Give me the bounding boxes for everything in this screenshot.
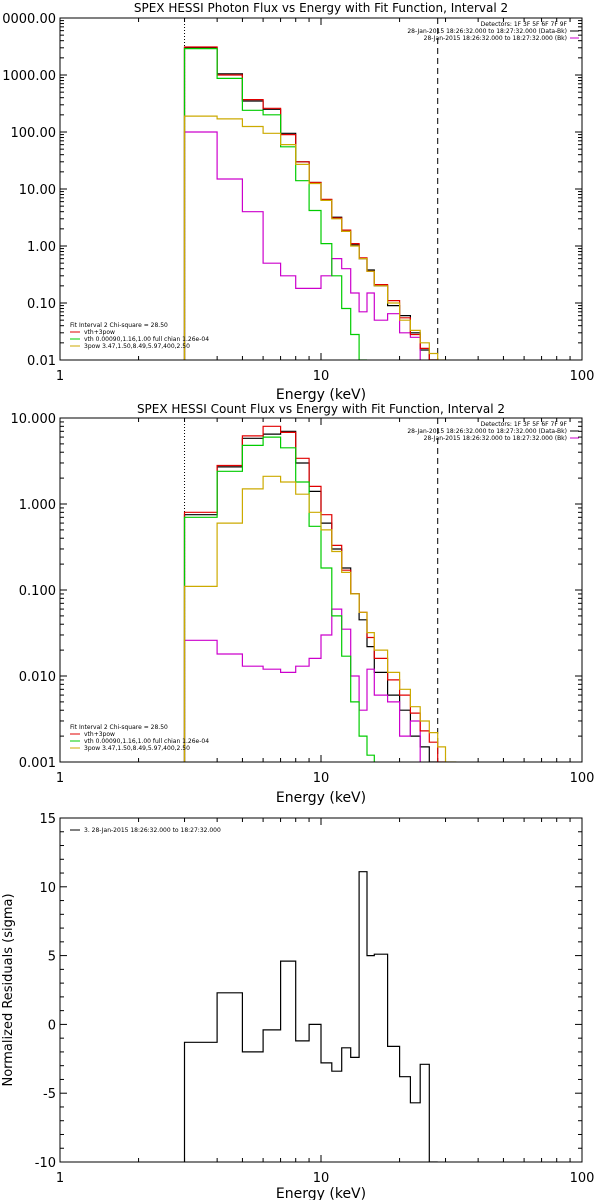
header-line: 28-Jan-2015 18:26:32.000 to 18:27:32.000… (424, 435, 567, 442)
plot-frame (59, 817, 583, 1163)
header-line: Detectors: 1F 3F 5F 6F 7F 9F (481, 421, 568, 428)
x-tick-label: 1 (56, 369, 64, 384)
y-tick-label: 0.10 (27, 297, 56, 312)
legend-entry: vth 0.00090,1.16,1.00 full chian 1.26e-0… (84, 738, 209, 745)
y-tick-label: 10.00 (19, 183, 56, 198)
series-vth (183, 48, 367, 360)
x-tick-label: 100 (570, 369, 595, 384)
y-tick-label: 100.00 (11, 126, 57, 141)
plot-frame (59, 17, 583, 361)
legend-entry: 3pow 3.47,1.50,8.49,5.97,400,2.50 (84, 745, 190, 752)
x-tick-label: 1 (56, 771, 64, 786)
plot-frame (59, 417, 583, 763)
series-3pow (183, 115, 446, 360)
y-tick-label: 0.01 (27, 354, 56, 369)
x-tick-label: 10 (313, 771, 330, 786)
series-3pow (183, 475, 457, 762)
series-group (183, 425, 457, 762)
x-axis-label: Energy (keV) (276, 790, 366, 806)
legend-entry: 3. 28-Jan-2015 18:26:32.000 to 18:27:32.… (84, 827, 221, 834)
y-tick-label: 1000.00 (2, 69, 56, 84)
x-tick-label: 10 (313, 369, 330, 384)
series-bk (183, 608, 421, 762)
chart-title: SPEX HESSI Photon Flux vs Energy with Fi… (134, 1, 508, 15)
y-tick-label: 0.001 (19, 756, 56, 771)
y-tick-label: 15 (39, 812, 56, 827)
header-line: 28-Jan-2015 18:26:32.000 to 18:27:32.000… (407, 28, 567, 35)
x-tick-label: 1 (56, 1171, 64, 1186)
chart-3: 1 10 100 -10 -5 0 5 10 15 Energy (keV) Normalized … (1, 812, 594, 1200)
y-tick-label: 1.00 (27, 240, 56, 255)
y-tick-label: 0.100 (19, 584, 56, 599)
x-tick-label: 100 (570, 1171, 595, 1186)
y-tick-label: 10 (39, 881, 56, 896)
series-3-28-jan-2015-18-26-32-000-to-18-27-32-000 (183, 871, 438, 1162)
y-tick-label: -10 (35, 1156, 56, 1171)
header-line: Detectors: 1F 3F 5F 6F 7F 9F (481, 21, 568, 28)
y-tick-label: 5 (48, 950, 56, 965)
header-line: 28-Jan-2015 18:26:32.000 to 18:27:32.000… (424, 35, 567, 42)
legend-entry: vth+3pow (84, 329, 115, 336)
series-vth-3pow (183, 425, 446, 762)
y-tick-label: -5 (43, 1087, 56, 1102)
y-tick-label: 1.000 (19, 498, 56, 513)
y-tick-label: 0 (48, 1018, 56, 1033)
legend-entry: 3pow 3.47,1.50,8.49,5.97,400,2.50 (84, 343, 190, 350)
legend-entry: vth 0.00090,1.16,1.00 full chian 1.26e-0… (84, 336, 209, 343)
x-axis-label: Energy (keV) (276, 1186, 366, 1200)
x-tick-label: 10 (313, 1171, 330, 1186)
legend-title: Fit Interval 2 Chi-square = 28.50 (70, 322, 168, 329)
legend-entry: vth+3pow (84, 731, 115, 738)
x-axis-label: Energy (keV) (276, 387, 366, 403)
y-axis-label: Normalized Residuals (sigma) (1, 893, 16, 1086)
chart-title: SPEX HESSI Count Flux vs Energy with Fit… (137, 402, 505, 416)
chart-1: SPEX HESSI Photon Flux vs Energy with Fi… (2, 1, 594, 403)
y-tick-label: 0000.00 (2, 12, 56, 27)
series-group (183, 871, 438, 1162)
series-group (183, 46, 446, 360)
series-vth (183, 436, 375, 762)
legend-title: Fit Interval 2 Chi-square = 28.50 (70, 724, 168, 731)
series-bk (183, 131, 421, 360)
y-tick-label: 0.010 (19, 670, 56, 685)
chart-2: SPEX HESSI Count Flux vs Energy with Fit… (11, 402, 595, 806)
header-line: 28-Jan-2015 18:26:32.000 to 18:27:32.000… (407, 428, 567, 435)
x-tick-label: 100 (570, 771, 595, 786)
y-tick-label: 10.000 (11, 412, 57, 427)
